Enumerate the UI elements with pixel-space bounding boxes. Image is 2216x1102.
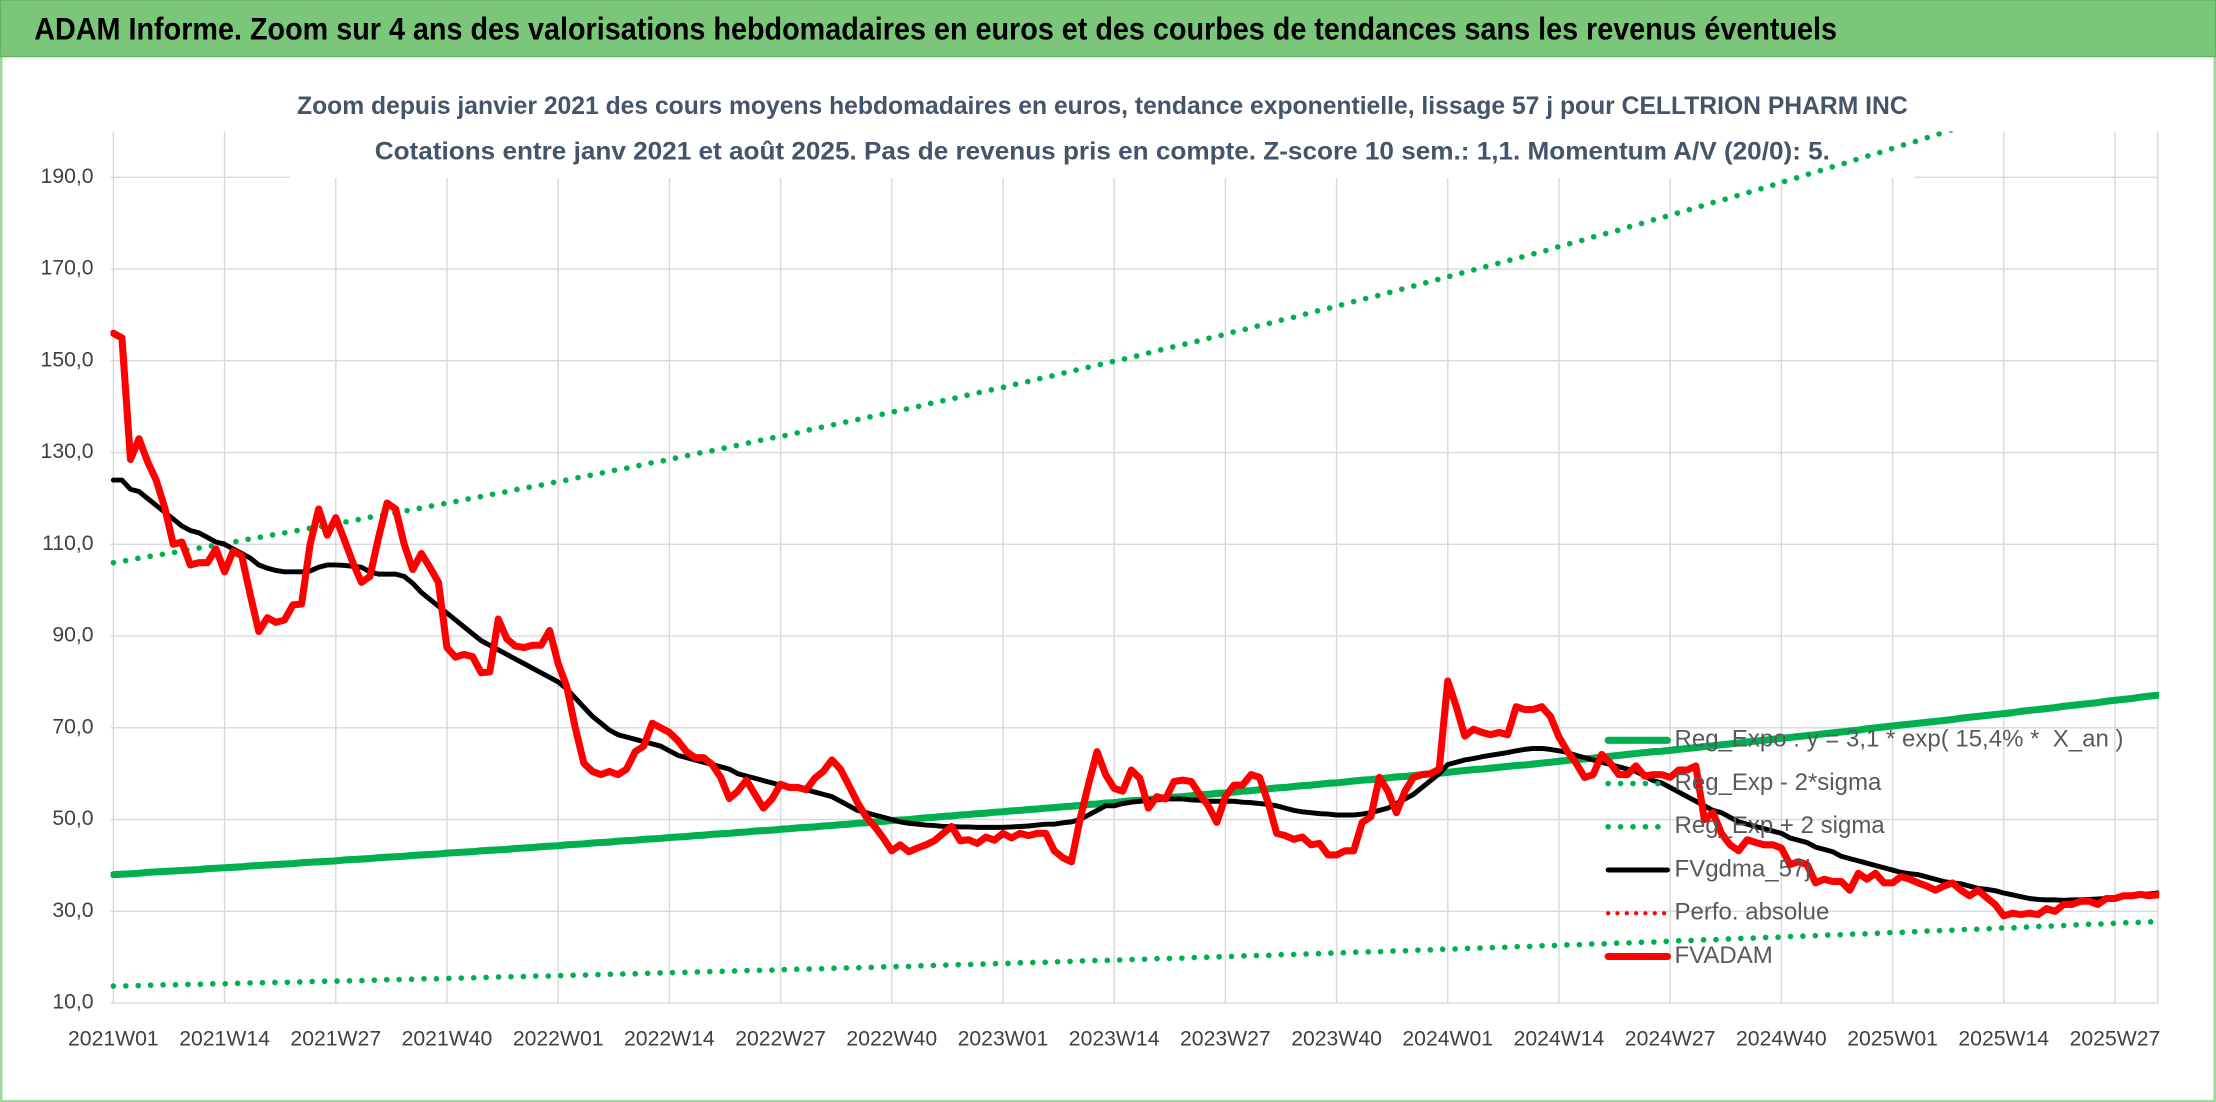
y-tick-label: 130,0 [41, 440, 94, 463]
x-tick-label: 2023W01 [958, 1027, 1049, 1050]
chart-subtitle: Cotations entre janv 2021 et août 2025. … [375, 137, 1830, 165]
y-tick-label: 150,0 [41, 348, 94, 371]
y-tick-label: 50,0 [52, 807, 93, 830]
series-line [110, 477, 2160, 903]
x-tick-label: 2024W14 [1514, 1027, 1605, 1050]
y-tick-label: 110,0 [42, 532, 93, 555]
legend-label: FVADAM [1675, 942, 1773, 969]
y-tick-label: 190,0 [41, 165, 94, 188]
y-tick-label: 30,0 [52, 899, 93, 922]
x-tick-label: 2025W01 [1847, 1027, 1938, 1050]
legend-label: Reg_Exp + 2 sigma [1675, 812, 1886, 839]
header-title: ADAM Informe. Zoom sur 4 ans des valoris… [34, 11, 1837, 46]
x-tick-label: 2025W14 [1958, 1027, 2049, 1050]
x-tick-label: 2022W01 [513, 1027, 604, 1050]
legend: Reg_Expo : y = 3,1 * exp( 15,4% * X_an )… [1604, 726, 2124, 969]
y-tick-label: 70,0 [52, 715, 93, 738]
series-line [110, 918, 2160, 989]
x-tick-label: 2021W27 [290, 1027, 381, 1050]
x-tick-label: 2024W01 [1402, 1027, 1493, 1050]
x-tick-label: 2024W40 [1736, 1027, 1827, 1050]
chart-title: Zoom depuis janvier 2021 des cours moyen… [297, 92, 1908, 120]
x-tick-label: 2022W40 [846, 1027, 937, 1050]
legend-label: Reg_Exp - 2*sigma [1675, 769, 1882, 796]
x-tick-label: 2023W40 [1291, 1027, 1382, 1050]
grid: 10,0 30,0 50,0 70,0 90,0 110,0 130,0 150,0 170,0… [41, 131, 2161, 1050]
x-tick-label: 2021W01 [68, 1027, 159, 1050]
x-tick-label: 2022W27 [735, 1027, 826, 1050]
legend-label: FVgdma_57j [1675, 855, 1811, 882]
series-line [110, 131, 1956, 566]
x-tick-label: 2022W14 [624, 1027, 715, 1050]
legend-label: Reg_Expo : y = 3,1 * exp( 15,4% * X_an ) [1675, 726, 2124, 753]
x-tick-label: 2021W14 [179, 1027, 270, 1050]
y-tick-label: 90,0 [52, 624, 93, 647]
title-backdrop [289, 84, 1915, 179]
series-line [110, 329, 2160, 920]
header-band [0, 0, 2216, 58]
x-tick-label: 2023W27 [1180, 1027, 1271, 1050]
y-tick-label: 10,0 [52, 991, 93, 1014]
x-tick-label: 2025W27 [2070, 1027, 2161, 1050]
y-tick-label: 170,0 [41, 257, 94, 280]
plot-lines [110, 131, 2160, 989]
legend-label: Perfo. absolue [1675, 899, 1830, 926]
x-tick-label: 2021W40 [402, 1027, 493, 1050]
x-tick-label: 2024W27 [1625, 1027, 1716, 1050]
x-tick-label: 2023W14 [1069, 1027, 1160, 1050]
